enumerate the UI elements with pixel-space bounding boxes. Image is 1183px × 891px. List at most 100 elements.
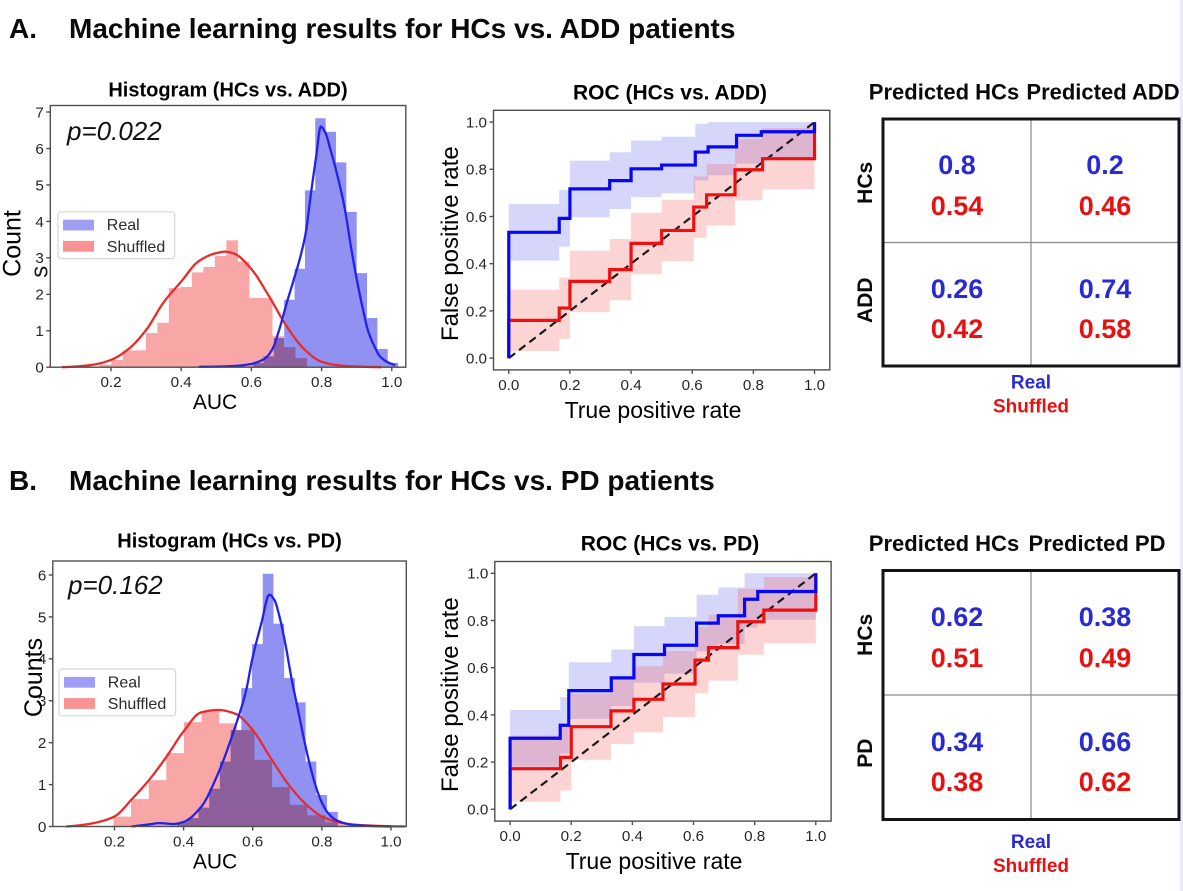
- svg-text:0.0: 0.0: [500, 828, 521, 845]
- svg-text:0.0: 0.0: [466, 351, 487, 368]
- svg-text:3: 3: [38, 693, 46, 710]
- svg-text:0.6: 0.6: [241, 374, 262, 391]
- svg-text:Shuffled: Shuffled: [993, 397, 1069, 418]
- svg-text:2: 2: [38, 735, 46, 752]
- svg-text:0.62: 0.62: [1079, 767, 1132, 797]
- svg-text:0.26: 0.26: [931, 274, 984, 304]
- svg-text:0.8: 0.8: [311, 374, 332, 391]
- svg-text:5: 5: [35, 177, 43, 194]
- svg-text:p=0.022: p=0.022: [66, 116, 162, 146]
- svg-text:0.4: 0.4: [466, 256, 487, 273]
- svg-text:Shuffled: Shuffled: [993, 856, 1069, 877]
- svg-text:False positive rate: False positive rate: [437, 146, 464, 341]
- svg-text:0.8: 0.8: [466, 162, 487, 179]
- svg-text:0.4: 0.4: [467, 707, 488, 724]
- svg-text:Real: Real: [108, 674, 141, 691]
- svg-text:Real: Real: [1011, 373, 1051, 394]
- svg-text:1.0: 1.0: [466, 115, 487, 132]
- svg-text:0.38: 0.38: [1079, 602, 1132, 632]
- svg-text:Predicted HCs: Predicted HCs: [869, 80, 1019, 105]
- svg-text:0.2: 0.2: [466, 303, 487, 320]
- svg-text:0.54: 0.54: [931, 191, 984, 221]
- svg-text:0.2: 0.2: [104, 833, 125, 850]
- svg-text:True positive rate: True positive rate: [565, 397, 742, 423]
- svg-text:0.46: 0.46: [1079, 191, 1132, 221]
- svg-text:Machine learning results for H: Machine learning results for HCs vs. PD …: [69, 465, 715, 496]
- svg-text:1.0: 1.0: [804, 377, 825, 394]
- svg-text:0.0: 0.0: [467, 802, 488, 819]
- svg-text:0.8: 0.8: [467, 613, 488, 630]
- svg-text:0.38: 0.38: [931, 767, 984, 797]
- svg-text:B.: B.: [9, 465, 37, 496]
- svg-text:0.8: 0.8: [938, 150, 976, 180]
- svg-text:p=0.162: p=0.162: [67, 570, 163, 600]
- svg-text:ROC (HCs vs. PD): ROC (HCs vs. PD): [581, 533, 760, 556]
- svg-text:Machine learning results for H: Machine learning results for HCs vs. ADD…: [69, 13, 735, 44]
- svg-text:0: 0: [35, 360, 43, 377]
- svg-text:Real: Real: [1011, 832, 1051, 853]
- svg-text:7: 7: [35, 104, 43, 121]
- svg-text:0: 0: [38, 819, 46, 836]
- svg-text:AUC: AUC: [193, 391, 237, 414]
- svg-text:True positive rate: True positive rate: [566, 848, 743, 874]
- svg-text:3: 3: [35, 250, 43, 267]
- svg-text:HCs: HCs: [854, 614, 877, 656]
- svg-text:Real: Real: [107, 217, 140, 234]
- svg-text:0.8: 0.8: [743, 377, 764, 394]
- svg-text:0.6: 0.6: [467, 660, 488, 677]
- svg-text:1.0: 1.0: [805, 828, 826, 845]
- svg-text:0.42: 0.42: [931, 314, 984, 344]
- svg-text:PD: PD: [854, 739, 877, 768]
- svg-text:0.6: 0.6: [466, 209, 487, 226]
- svg-text:0.2: 0.2: [561, 828, 582, 845]
- svg-text:Histogram (HCs vs. ADD): Histogram (HCs vs. ADD): [108, 80, 347, 102]
- svg-text:HCs: HCs: [854, 162, 877, 204]
- svg-text:False positive rate: False positive rate: [437, 597, 464, 792]
- svg-text:0.4: 0.4: [622, 828, 643, 845]
- svg-text:Predicted PD: Predicted PD: [1029, 531, 1166, 556]
- svg-text:Counts: Counts: [20, 638, 48, 717]
- svg-text:ROC (HCs vs. ADD): ROC (HCs vs. ADD): [573, 82, 767, 105]
- svg-text:Shuffled: Shuffled: [107, 239, 165, 256]
- svg-text:5: 5: [38, 609, 46, 626]
- svg-text:6: 6: [38, 567, 46, 584]
- svg-text:4: 4: [35, 214, 43, 231]
- svg-text:0.0: 0.0: [498, 377, 519, 394]
- svg-text:0.6: 0.6: [242, 833, 263, 850]
- svg-text:0.2: 0.2: [100, 374, 121, 391]
- svg-text:0.51: 0.51: [931, 643, 984, 673]
- svg-text:1.0: 1.0: [467, 566, 488, 583]
- svg-text:0.49: 0.49: [1079, 643, 1132, 673]
- svg-text:ADD: ADD: [854, 277, 877, 323]
- svg-text:2: 2: [35, 287, 43, 304]
- svg-text:0.2: 0.2: [559, 377, 580, 394]
- svg-text:6: 6: [35, 141, 43, 158]
- svg-text:1: 1: [35, 323, 43, 340]
- svg-text:A.: A.: [9, 13, 37, 44]
- svg-text:0.4: 0.4: [171, 374, 192, 391]
- svg-text:4: 4: [38, 651, 46, 668]
- svg-text:Predicted HCs: Predicted HCs: [869, 531, 1019, 556]
- svg-text:0.2: 0.2: [467, 755, 488, 772]
- svg-text:0.4: 0.4: [173, 833, 194, 850]
- svg-text:1: 1: [38, 777, 46, 794]
- svg-text:0.2: 0.2: [1086, 150, 1124, 180]
- svg-text:0.6: 0.6: [682, 377, 703, 394]
- svg-text:0.4: 0.4: [621, 377, 642, 394]
- svg-text:0.62: 0.62: [931, 602, 984, 632]
- svg-text:0.66: 0.66: [1079, 727, 1132, 757]
- svg-text:Shuffled: Shuffled: [108, 696, 166, 713]
- svg-text:0.34: 0.34: [931, 727, 984, 757]
- svg-text:s: s: [27, 266, 54, 278]
- svg-text:1.0: 1.0: [380, 833, 401, 850]
- svg-text:0.8: 0.8: [744, 828, 765, 845]
- svg-text:AUC: AUC: [193, 850, 237, 873]
- svg-text:Histogram (HCs vs. PD): Histogram (HCs vs. PD): [117, 531, 342, 553]
- svg-text:0.58: 0.58: [1079, 314, 1132, 344]
- svg-text:0.6: 0.6: [683, 828, 704, 845]
- svg-text:Count: Count: [0, 210, 27, 277]
- svg-text:0.8: 0.8: [311, 833, 332, 850]
- svg-text:Predicted ADD: Predicted ADD: [1026, 80, 1179, 105]
- svg-text:0.74: 0.74: [1079, 274, 1132, 304]
- svg-text:1.0: 1.0: [381, 374, 402, 391]
